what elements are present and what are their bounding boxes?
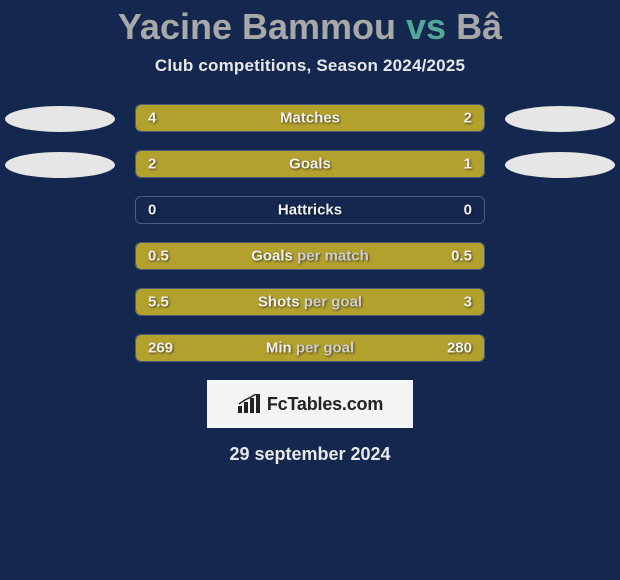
bar-track: 0.5 0.5 Goals per match	[135, 242, 485, 270]
bar-track: 0 0 Hattricks	[135, 196, 485, 224]
chart-icon	[237, 394, 261, 414]
left-value: 2	[148, 156, 156, 173]
left-value: 4	[148, 110, 156, 127]
category-label: Hattricks	[278, 202, 342, 219]
category-label: Min per goal	[266, 340, 354, 357]
player1-badge	[5, 106, 115, 132]
vs-label: vs	[406, 6, 446, 47]
fctables-logo: FcTables.com	[207, 380, 413, 428]
right-value: 0.5	[451, 248, 472, 265]
stat-row: 0 0 Hattricks	[0, 196, 620, 226]
category-label: Goals	[289, 156, 331, 173]
bar-track: 269 280 Min per goal	[135, 334, 485, 362]
right-value: 0	[464, 202, 472, 219]
subtitle: Club competitions, Season 2024/2025	[0, 56, 620, 76]
comparison-rows: 4 2 Matches 2 1 Goals 0 0 Hattricks 0.5 0.5 Goals p…	[0, 104, 620, 364]
bar-left	[136, 151, 369, 177]
right-value: 1	[464, 156, 472, 173]
stat-row: 4 2 Matches	[0, 104, 620, 134]
bar-track: 4 2 Matches	[135, 104, 485, 132]
right-value: 2	[464, 110, 472, 127]
player1-badge	[5, 152, 115, 178]
player2-badge	[505, 106, 615, 132]
left-value: 0.5	[148, 248, 169, 265]
player2-name: Bâ	[456, 6, 502, 47]
right-value: 3	[464, 294, 472, 311]
logo-text: FcTables.com	[267, 394, 383, 415]
bar-track: 2 1 Goals	[135, 150, 485, 178]
right-value: 280	[447, 340, 472, 357]
stat-row: 5.5 3 Shots per goal	[0, 288, 620, 318]
date-label: 29 september 2024	[0, 444, 620, 465]
stat-row: 269 280 Min per goal	[0, 334, 620, 364]
player2-badge	[505, 152, 615, 178]
page-title: Yacine Bammou vs Bâ	[0, 0, 620, 56]
left-value: 0	[148, 202, 156, 219]
player1-name: Yacine Bammou	[118, 6, 396, 47]
stat-row: 0.5 0.5 Goals per match	[0, 242, 620, 272]
bar-track: 5.5 3 Shots per goal	[135, 288, 485, 316]
stat-row: 2 1 Goals	[0, 150, 620, 180]
category-label: Goals per match	[251, 248, 369, 265]
category-label: Shots per goal	[258, 294, 362, 311]
left-value: 269	[148, 340, 173, 357]
category-label: Matches	[280, 110, 340, 127]
left-value: 5.5	[148, 294, 169, 311]
